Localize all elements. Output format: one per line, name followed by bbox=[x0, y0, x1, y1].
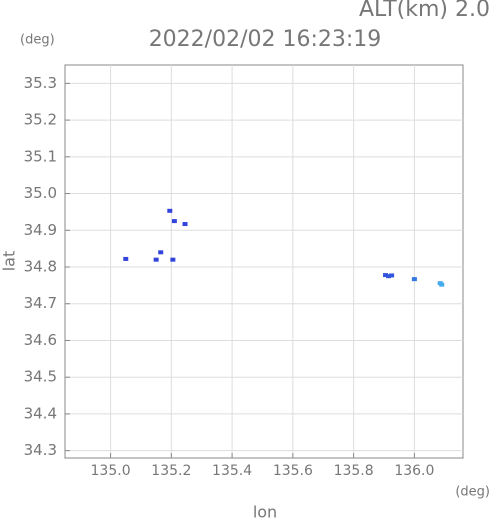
point bbox=[411, 277, 417, 282]
point bbox=[386, 274, 392, 279]
y-tick-label: 34.4 bbox=[24, 404, 57, 422]
y-tick-label: 34.6 bbox=[24, 331, 57, 349]
x-tick-label: 135.8 bbox=[334, 463, 374, 479]
y-tick-label: 34.3 bbox=[24, 441, 57, 459]
x-tick-label: 136.0 bbox=[394, 463, 434, 479]
point bbox=[167, 208, 173, 213]
plot-frame bbox=[64, 64, 464, 459]
y-axis-label: lat bbox=[0, 251, 19, 272]
point bbox=[389, 273, 395, 278]
x-tick-label: 135.6 bbox=[273, 463, 313, 479]
x-tick-label: 135.4 bbox=[212, 463, 252, 479]
point bbox=[153, 257, 159, 262]
annotation: ALT(km) 2.0 bbox=[359, 0, 490, 22]
y-unit: (deg) bbox=[20, 33, 55, 48]
y-tick-label: 35.3 bbox=[24, 74, 57, 92]
x-tick-label: 135.2 bbox=[151, 463, 191, 479]
point bbox=[182, 222, 188, 227]
point bbox=[123, 256, 129, 261]
point bbox=[171, 219, 177, 224]
point bbox=[158, 250, 164, 255]
y-tick-label: 34.7 bbox=[24, 294, 57, 312]
y-tick-label: 35.2 bbox=[24, 111, 57, 129]
point bbox=[383, 273, 389, 278]
chart-title: 2022/02/02 16:23:19 bbox=[149, 27, 382, 52]
y-tick-label: 35.0 bbox=[24, 184, 57, 202]
point bbox=[170, 257, 176, 262]
y-tick-label: 35.1 bbox=[24, 147, 57, 165]
x-unit: (deg) bbox=[455, 485, 490, 500]
y-tick-label: 34.8 bbox=[24, 258, 57, 276]
y-tick-label: 34.9 bbox=[24, 221, 57, 239]
x-tick-label: 135.0 bbox=[91, 463, 131, 479]
point bbox=[439, 282, 445, 287]
x-axis-label: lon bbox=[253, 503, 277, 521]
y-tick-label: 34.5 bbox=[24, 368, 57, 386]
